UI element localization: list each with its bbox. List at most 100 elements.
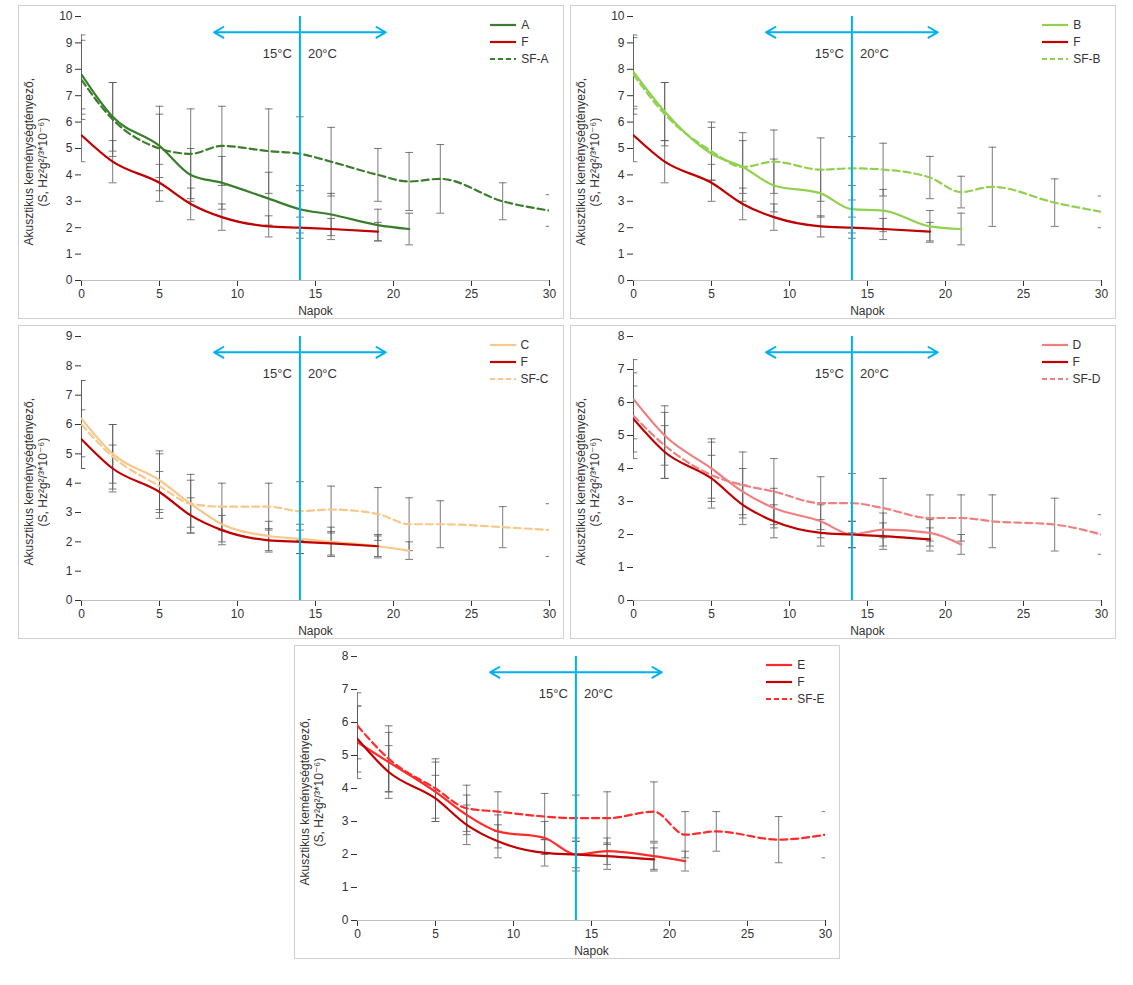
- svg-text:30: 30: [542, 287, 556, 301]
- svg-text:6: 6: [341, 715, 348, 729]
- svg-text:Napok: Napok: [850, 624, 886, 638]
- svg-text:10: 10: [782, 607, 796, 621]
- svg-text:3: 3: [617, 494, 624, 508]
- svg-text:2: 2: [617, 527, 624, 541]
- svg-text:20: 20: [386, 607, 400, 621]
- svg-text:5: 5: [617, 141, 624, 155]
- svg-text:0: 0: [630, 607, 637, 621]
- svg-text:15°C: 15°C: [814, 46, 843, 61]
- svg-text:8: 8: [617, 62, 624, 76]
- svg-text:5: 5: [432, 927, 439, 941]
- svg-text:4: 4: [617, 168, 624, 182]
- svg-text:1: 1: [341, 880, 348, 894]
- svg-text:2: 2: [617, 221, 624, 235]
- svg-text:20°C: 20°C: [307, 46, 336, 61]
- svg-text:15°C: 15°C: [262, 366, 291, 381]
- svg-text:9: 9: [65, 36, 72, 50]
- svg-text:20°C: 20°C: [859, 366, 888, 381]
- svg-text:9: 9: [617, 36, 624, 50]
- svg-text:0: 0: [65, 593, 72, 607]
- svg-text:6: 6: [65, 115, 72, 129]
- svg-text:15: 15: [584, 927, 598, 941]
- svg-text:3: 3: [617, 194, 624, 208]
- svg-text:10: 10: [506, 927, 520, 941]
- svg-text:15: 15: [860, 607, 874, 621]
- svg-text:5: 5: [341, 748, 348, 762]
- svg-text:2: 2: [341, 847, 348, 861]
- svg-text:0: 0: [630, 287, 637, 301]
- svg-text:0: 0: [341, 913, 348, 927]
- svg-text:9: 9: [65, 329, 72, 343]
- svg-text:Napok: Napok: [298, 624, 334, 638]
- svg-text:4: 4: [65, 168, 72, 182]
- svg-text:0: 0: [65, 273, 72, 287]
- svg-text:1: 1: [617, 247, 624, 261]
- svg-text:1: 1: [65, 564, 72, 578]
- svg-text:20: 20: [662, 927, 676, 941]
- svg-text:30: 30: [818, 927, 832, 941]
- svg-text:10: 10: [611, 9, 625, 23]
- svg-text:15°C: 15°C: [538, 686, 567, 701]
- svg-text:2: 2: [65, 535, 72, 549]
- svg-text:3: 3: [341, 814, 348, 828]
- svg-text:10: 10: [230, 287, 244, 301]
- svg-text:30: 30: [542, 607, 556, 621]
- svg-text:6: 6: [617, 395, 624, 409]
- svg-text:15°C: 15°C: [262, 46, 291, 61]
- svg-text:25: 25: [740, 927, 754, 941]
- svg-text:25: 25: [464, 287, 478, 301]
- svg-text:4: 4: [341, 781, 348, 795]
- svg-text:3: 3: [65, 505, 72, 519]
- svg-text:15: 15: [860, 287, 874, 301]
- svg-text:7: 7: [617, 362, 624, 376]
- svg-text:6: 6: [65, 417, 72, 431]
- svg-text:5: 5: [708, 287, 715, 301]
- svg-text:4: 4: [617, 461, 624, 475]
- svg-text:7: 7: [341, 682, 348, 696]
- svg-text:0: 0: [354, 927, 361, 941]
- svg-text:1: 1: [617, 560, 624, 574]
- svg-text:20: 20: [386, 287, 400, 301]
- svg-text:20: 20: [938, 607, 952, 621]
- svg-text:15°C: 15°C: [814, 366, 843, 381]
- svg-text:6: 6: [617, 115, 624, 129]
- svg-text:10: 10: [230, 607, 244, 621]
- svg-text:Napok: Napok: [850, 304, 886, 318]
- svg-text:8: 8: [65, 62, 72, 76]
- svg-text:Napok: Napok: [574, 944, 610, 958]
- svg-text:8: 8: [65, 359, 72, 373]
- svg-text:10: 10: [59, 9, 73, 23]
- svg-text:30: 30: [1094, 607, 1108, 621]
- svg-text:10: 10: [782, 287, 796, 301]
- svg-text:5: 5: [65, 141, 72, 155]
- svg-text:3: 3: [65, 194, 72, 208]
- svg-text:5: 5: [156, 287, 163, 301]
- svg-text:8: 8: [341, 649, 348, 663]
- svg-text:25: 25: [1016, 607, 1030, 621]
- svg-text:30: 30: [1094, 287, 1108, 301]
- svg-text:15: 15: [308, 287, 322, 301]
- svg-text:20°C: 20°C: [307, 366, 336, 381]
- svg-text:20°C: 20°C: [859, 46, 888, 61]
- svg-text:25: 25: [1016, 287, 1030, 301]
- svg-text:0: 0: [617, 273, 624, 287]
- svg-text:8: 8: [617, 329, 624, 343]
- svg-text:0: 0: [78, 607, 85, 621]
- svg-text:5: 5: [708, 607, 715, 621]
- svg-text:7: 7: [65, 388, 72, 402]
- svg-text:0: 0: [78, 287, 85, 301]
- svg-text:7: 7: [617, 89, 624, 103]
- svg-text:20: 20: [938, 287, 952, 301]
- svg-text:4: 4: [65, 476, 72, 490]
- svg-text:20°C: 20°C: [583, 686, 612, 701]
- svg-text:5: 5: [617, 428, 624, 442]
- svg-text:1: 1: [65, 247, 72, 261]
- svg-text:5: 5: [65, 447, 72, 461]
- svg-text:2: 2: [65, 221, 72, 235]
- svg-text:Napok: Napok: [298, 304, 334, 318]
- svg-text:0: 0: [617, 593, 624, 607]
- svg-text:25: 25: [464, 607, 478, 621]
- svg-text:7: 7: [65, 89, 72, 103]
- svg-text:15: 15: [308, 607, 322, 621]
- svg-text:5: 5: [156, 607, 163, 621]
